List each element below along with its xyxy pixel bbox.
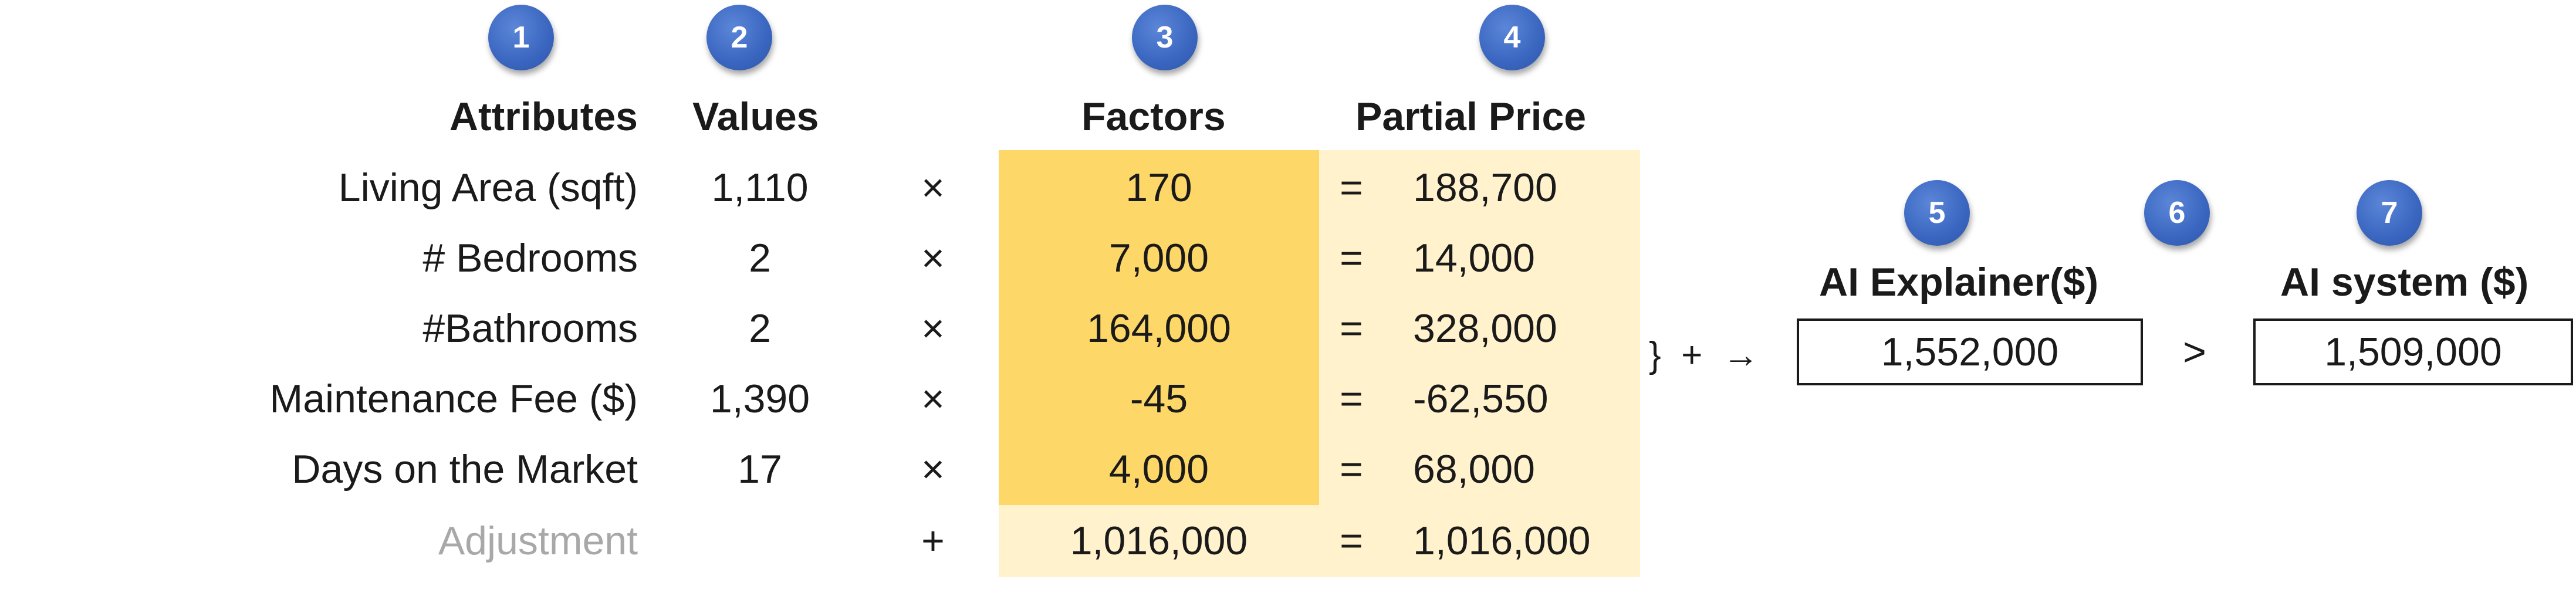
- sum-arrow: } + →: [1649, 334, 1759, 375]
- header-factors: Factors: [1081, 94, 1226, 139]
- header-values: Values: [692, 94, 819, 139]
- attribute-label: # Bedrooms: [422, 236, 638, 280]
- attribute-value: 2: [749, 236, 771, 280]
- partial-price-value: 188,700: [1413, 165, 1557, 210]
- attribute-value: 17: [738, 447, 782, 492]
- header-ai-system: AI system ($): [2280, 260, 2529, 304]
- ai-explainer-output-box: 1,552,000: [1797, 318, 2143, 385]
- factor-value: -45: [1130, 377, 1188, 421]
- equals-sign: =: [1340, 306, 1363, 351]
- partial-price-value: -62,550: [1413, 377, 1549, 421]
- header-ai-explainer: AI Explainer($): [1819, 260, 2099, 304]
- equals-sign: =: [1340, 236, 1363, 280]
- attribute-label: Living Area (sqft): [338, 165, 638, 210]
- partial-price-value: 68,000: [1413, 447, 1535, 492]
- attribute-label: Maintenance Fee ($): [269, 377, 638, 421]
- ai-system-output-box: 1,509,000: [2253, 318, 2573, 385]
- multiply-operator: ×: [921, 447, 945, 492]
- adjustment-factor-value: 1,016,000: [1070, 519, 1248, 563]
- attribute-value: 1,110: [711, 165, 809, 210]
- step-badge-6: 6: [2144, 180, 2210, 246]
- adjustment-partial-value: 1,016,000: [1413, 519, 1591, 563]
- step-badge-5: 5: [1904, 180, 1970, 246]
- attribute-value: 2: [749, 306, 771, 351]
- factor-value: 170: [1125, 165, 1192, 210]
- adjustment-value: [675, 506, 845, 576]
- adjustment-factor-fill: [999, 505, 1319, 577]
- step-badge-2: 2: [706, 5, 772, 70]
- multiply-operator: ×: [921, 377, 945, 421]
- factors-column-fill: [999, 150, 1319, 505]
- multiply-operator: ×: [921, 306, 945, 351]
- attribute-value: 1,390: [709, 377, 810, 421]
- partial-price-column-fill: [1319, 150, 1640, 577]
- header-partial-price: Partial Price: [1355, 94, 1587, 139]
- attribute-label: #Bathrooms: [422, 306, 638, 351]
- factor-value: 7,000: [1108, 236, 1209, 280]
- equals-sign: =: [1340, 165, 1363, 210]
- attribute-label: Days on the Market: [292, 447, 638, 492]
- partial-price-value: 14,000: [1413, 236, 1535, 280]
- factor-value: 164,000: [1087, 306, 1231, 351]
- multiply-operator: ×: [921, 236, 945, 280]
- equals-sign: =: [1340, 377, 1363, 421]
- step-badge-7: 7: [2357, 180, 2422, 246]
- plus-operator: +: [921, 519, 945, 563]
- step-badge-3: 3: [1132, 5, 1198, 70]
- factor-value: 4,000: [1108, 447, 1209, 492]
- header-attributes: Attributes: [449, 94, 638, 139]
- equals-sign: =: [1340, 519, 1363, 563]
- greater-than-sign: >: [2183, 330, 2206, 374]
- adjustment-label: Adjustment: [438, 519, 638, 563]
- step-badge-1: 1: [488, 5, 554, 70]
- step-badge-4: 4: [1479, 5, 1545, 70]
- multiply-operator: ×: [921, 165, 945, 210]
- equals-sign: =: [1340, 447, 1363, 492]
- partial-price-value: 328,000: [1413, 306, 1557, 351]
